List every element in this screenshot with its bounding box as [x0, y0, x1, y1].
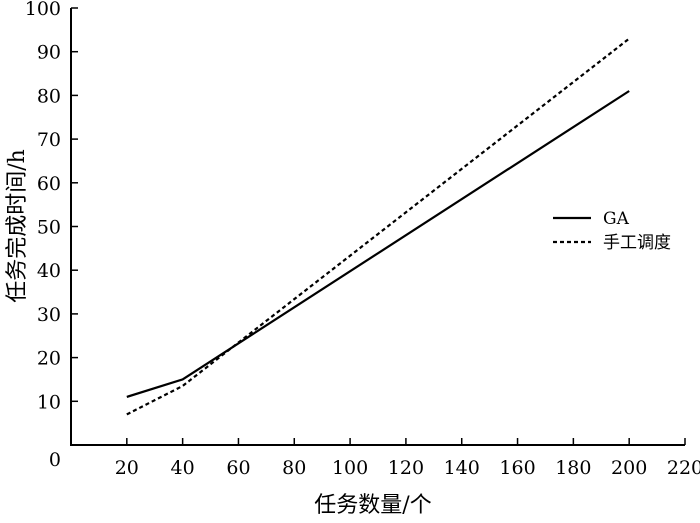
legend: GA 手工调度: [553, 209, 671, 253]
y-tick-label: 60: [37, 173, 61, 195]
y-tick-label: 50: [37, 217, 61, 239]
x-tick-label: 200: [611, 457, 647, 479]
legend-label-1: 手工调度: [603, 233, 671, 253]
x-tick-label: 140: [444, 457, 480, 479]
x-tick-label: 60: [226, 457, 250, 479]
series-lines: [126, 37, 630, 416]
y-axis-title: 任务完成时间/h: [5, 149, 30, 303]
series-line-1: [126, 37, 630, 416]
x-tick-label: 40: [171, 457, 195, 479]
y-tick-label: 20: [37, 348, 61, 370]
y-tick-label: 70: [37, 129, 61, 151]
ticks: 0 10 20 30 40 50 60 70 80 90 100 20 40 60 80 100 120 140 1…: [25, 0, 700, 479]
legend-label-0: GA: [603, 209, 630, 229]
x-tick-label: 100: [332, 457, 368, 479]
y-tick-label: 0: [49, 449, 61, 471]
x-tick-label: 180: [555, 457, 591, 479]
y-tick-label: 100: [25, 0, 61, 20]
axes: [70, 8, 685, 446]
y-tick-label: 10: [37, 391, 61, 413]
x-tick-label: 20: [115, 457, 139, 479]
y-tick-label: 80: [37, 85, 61, 107]
x-tick-label: 160: [499, 457, 535, 479]
y-tick-label: 30: [37, 304, 61, 326]
x-axis-title: 任务数量/个: [314, 493, 431, 518]
y-tick-label: 40: [37, 260, 61, 282]
series-line-0: [126, 90, 630, 398]
y-tick-label: 90: [37, 42, 61, 64]
x-tick-label: 220: [667, 457, 700, 479]
x-tick-label: 80: [282, 457, 306, 479]
x-tick-label: 120: [388, 457, 424, 479]
